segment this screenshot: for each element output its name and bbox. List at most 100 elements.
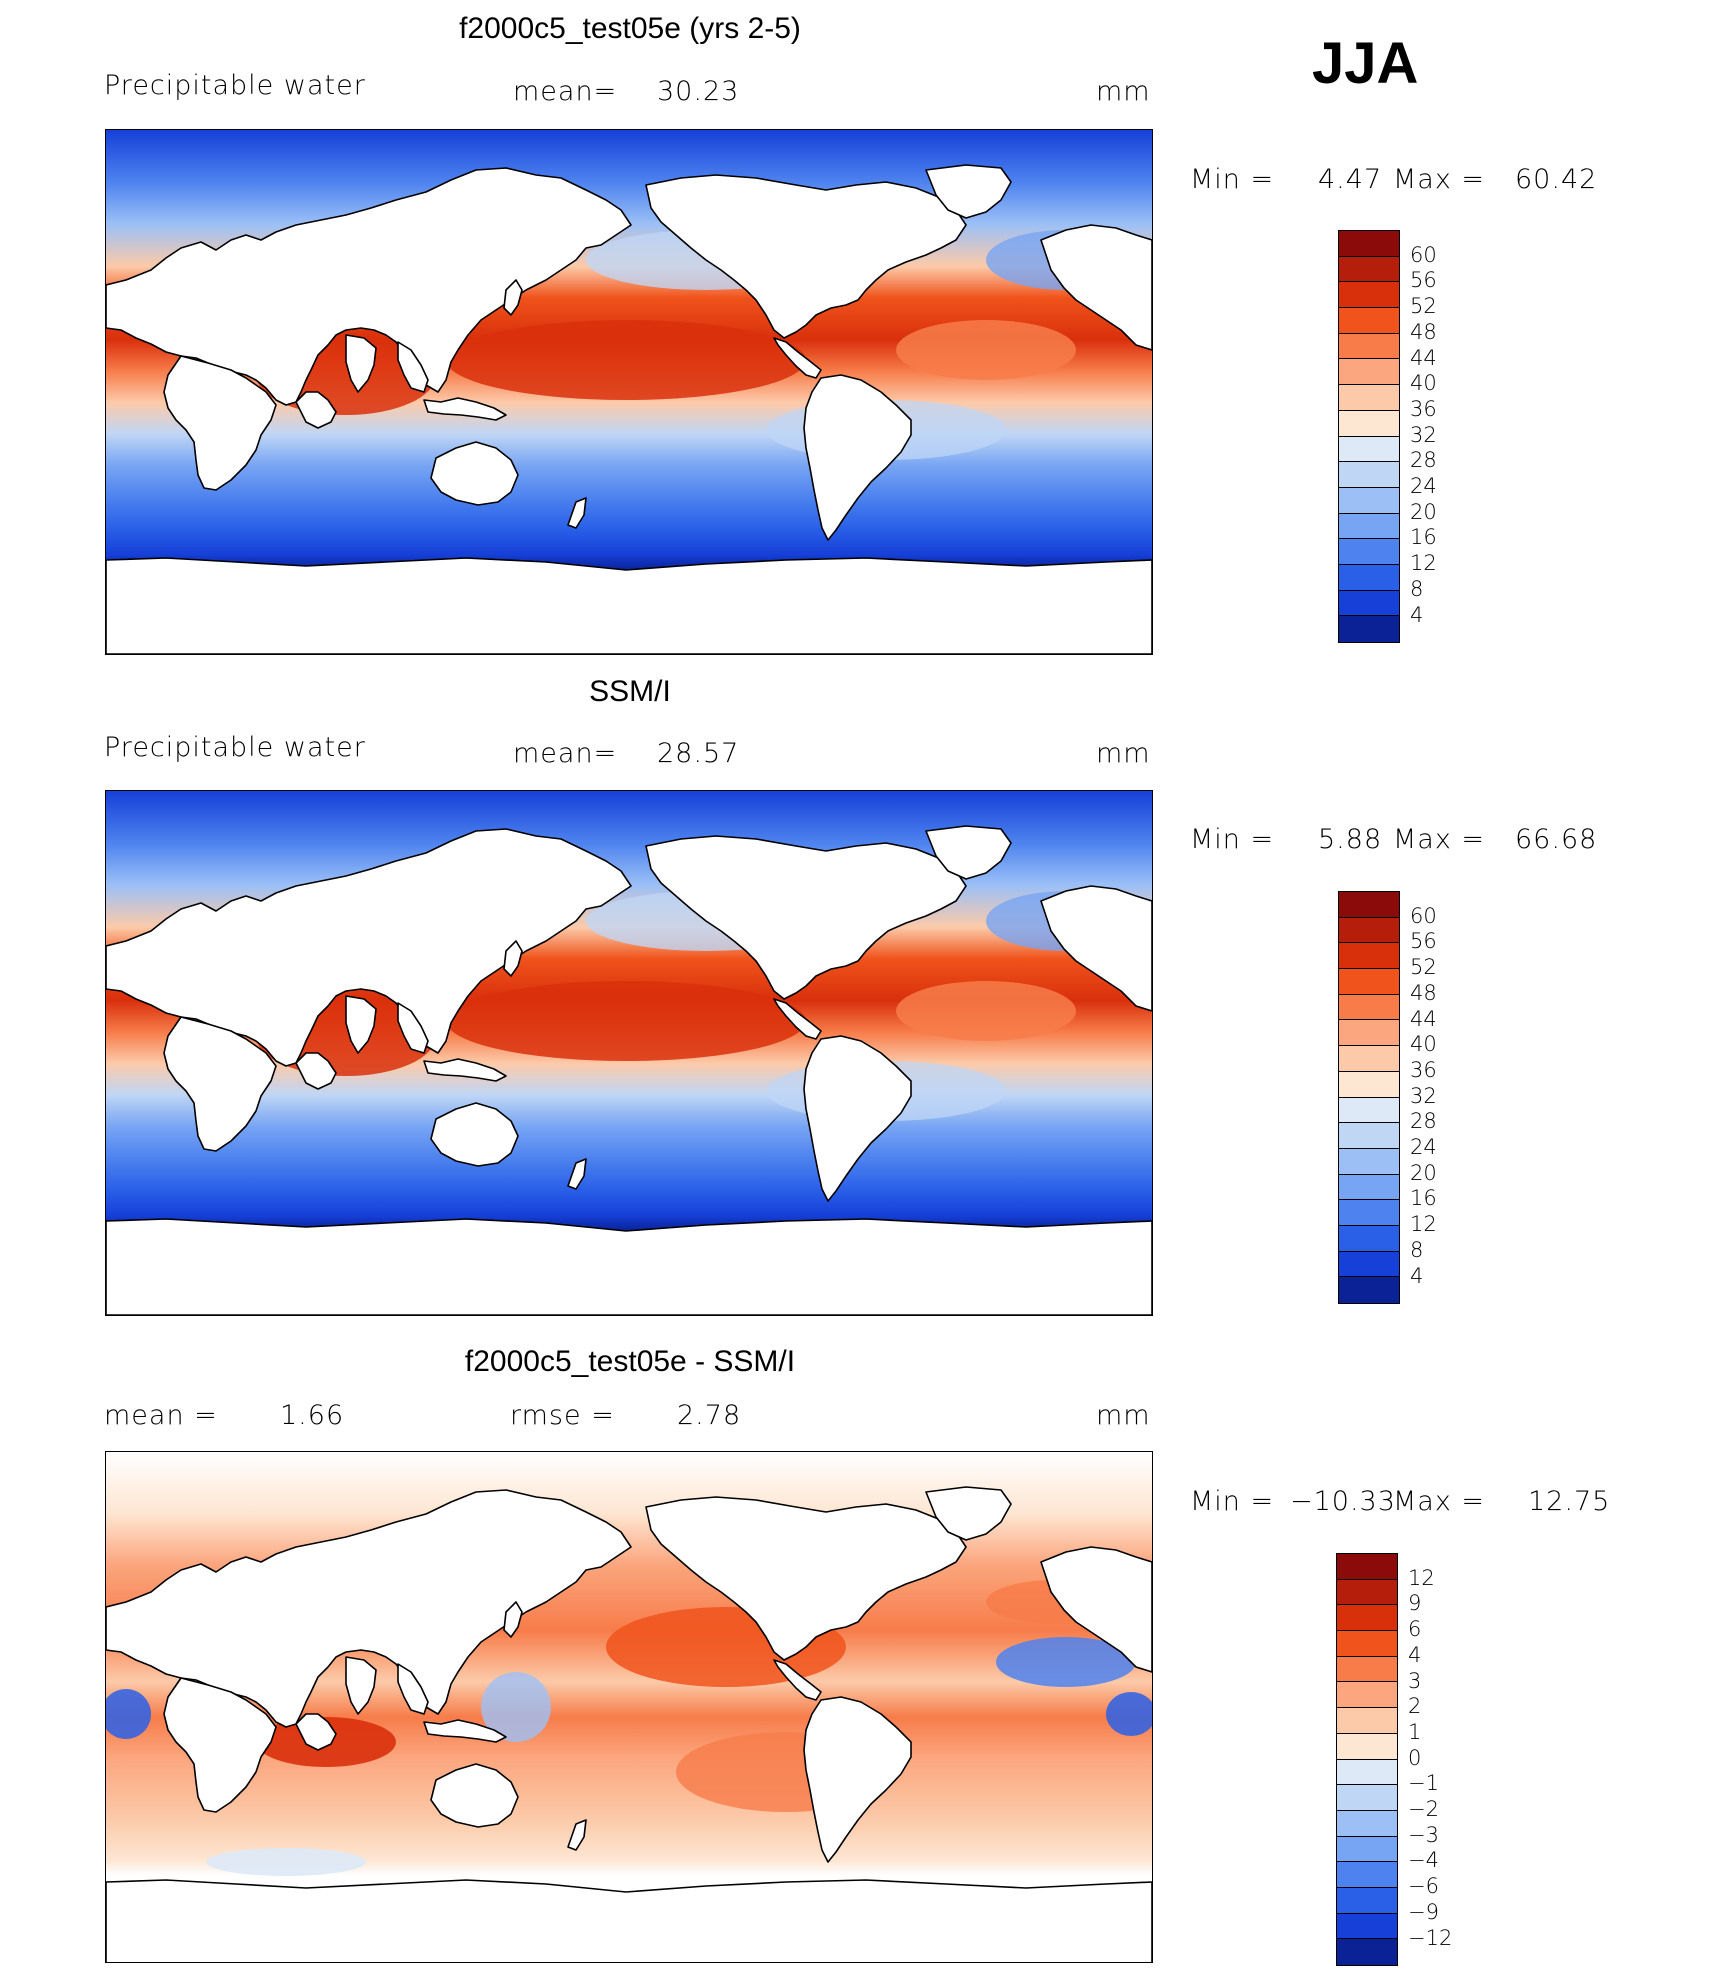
- land-nz: [567, 497, 587, 529]
- colorbar-tick-label: 28: [1410, 1109, 1437, 1134]
- land-centralAmerica: [773, 998, 822, 1040]
- panel-2-variable-label: Precipitable water: [104, 732, 366, 763]
- land-arabia: [295, 391, 337, 429]
- colorbar-tick-label: −2: [1408, 1797, 1439, 1821]
- panel-3-title: f2000c5_test05e - SSM/I: [464, 1345, 796, 1378]
- colorbar-tick-label: −3: [1408, 1822, 1439, 1847]
- colorbar-tick-label: 12: [1408, 1565, 1435, 1590]
- colorbar-swatch: [1339, 1097, 1399, 1124]
- colorbar-tick-label: 60: [1410, 903, 1437, 928]
- land-africaSouth: [163, 1016, 277, 1152]
- colorbar-tick-label: 12: [1410, 1212, 1437, 1237]
- colorbar-tick-label: 28: [1410, 448, 1437, 473]
- panel-2-min-value: 5.88: [1318, 824, 1383, 855]
- land-northAmerica: [645, 174, 967, 339]
- colorbar-tick-label: 36: [1410, 1057, 1437, 1082]
- colorbar-tick-label: 8: [1410, 576, 1424, 601]
- land-india: [345, 1656, 377, 1715]
- colorbar-swatch: [1337, 1631, 1397, 1657]
- colorbar-swatches: [1338, 891, 1400, 1305]
- colorbar-tick-label: 3: [1408, 1668, 1422, 1693]
- season-label: JJA: [1312, 31, 1419, 96]
- panel-3-mean-value: 1.66: [280, 1400, 345, 1431]
- colorbar-swatch: [1339, 1174, 1399, 1201]
- panel-2-max-label: Max =: [1393, 824, 1486, 855]
- land-india: [345, 995, 377, 1054]
- panel-3-min-value: −10.33: [1290, 1486, 1396, 1517]
- field-anomaly: [106, 1689, 151, 1739]
- colorbar-swatch: [1339, 1071, 1399, 1098]
- colorbar-swatch: [1337, 1682, 1397, 1709]
- colorbar-tick-label: 0: [1408, 1745, 1422, 1770]
- colorbar-tick-label: 16: [1410, 1186, 1437, 1211]
- colorbar-swatch: [1339, 969, 1399, 995]
- land-europeWest: [1040, 224, 1152, 351]
- land-southAmerica: [803, 1035, 912, 1202]
- colorbar-swatch: [1339, 1123, 1399, 1149]
- colorbar-swatch: [1337, 1939, 1397, 1965]
- panel-1-max-label: Max =: [1393, 164, 1486, 195]
- colorbar-swatch: [1337, 1656, 1397, 1683]
- land-indochina: [397, 1663, 429, 1715]
- land-antarctica: [106, 1218, 1152, 1315]
- land-southAmerica: [803, 374, 912, 541]
- colorbar-tick-label: 20: [1410, 499, 1437, 524]
- field-anomaly: [206, 1848, 366, 1876]
- land-europeWest: [1040, 885, 1152, 1012]
- land-greenland: [925, 825, 1012, 880]
- panel-1-map: [105, 129, 1153, 655]
- colorbar-swatch: [1337, 1708, 1397, 1734]
- land-northAmerica: [645, 1496, 967, 1661]
- colorbar-swatch: [1337, 1759, 1397, 1786]
- land-nz: [567, 1158, 587, 1190]
- field-anomaly: [446, 981, 806, 1061]
- colorbar-tick-label: −6: [1408, 1874, 1439, 1899]
- field-anomaly: [996, 1637, 1136, 1687]
- colorbar-swatch: [1339, 359, 1399, 386]
- land-africaEurasia: [106, 828, 632, 1067]
- land-australia: [430, 1763, 519, 1828]
- land-australia: [430, 1102, 519, 1167]
- colorbar-swatch: [1339, 994, 1399, 1021]
- land-arabia: [295, 1713, 337, 1751]
- panel-1-mean-value: 30.23: [657, 76, 740, 107]
- land-arabia: [295, 1052, 337, 1090]
- panel-2-title: SSM/I: [589, 675, 671, 708]
- colorbar-swatch: [1339, 513, 1399, 540]
- panel-2-units: mm: [1096, 738, 1151, 769]
- land-africaSouth: [163, 1677, 277, 1813]
- land-australia: [430, 441, 519, 506]
- colorbar-swatch: [1339, 436, 1399, 463]
- land-greenland: [925, 164, 1012, 219]
- colorbar-swatch: [1339, 1020, 1399, 1047]
- colorbar-swatches: [1338, 230, 1400, 644]
- colorbar-swatch: [1339, 385, 1399, 411]
- colorbar-tick-label: 20: [1410, 1160, 1437, 1185]
- land-indonesia: [423, 397, 507, 421]
- colorbar-swatch: [1337, 1887, 1397, 1914]
- colorbar-swatch: [1339, 616, 1399, 642]
- colorbar-tick-label: 1: [1408, 1719, 1422, 1744]
- land-northAmerica: [645, 835, 967, 1000]
- panel-3-min-label: Min =: [1190, 1486, 1275, 1517]
- field-anomaly: [1106, 1692, 1152, 1736]
- land-centralAmerica: [773, 1659, 822, 1701]
- colorbar-swatch: [1337, 1913, 1397, 1940]
- colorbar-swatch: [1339, 539, 1399, 565]
- panel-3-rmse-value: 2.78: [677, 1400, 742, 1431]
- colorbar-tick-label: 24: [1410, 1135, 1437, 1159]
- colorbar-tick-label: 48: [1410, 319, 1437, 344]
- land-japan: [503, 940, 523, 977]
- colorbar-tick-label: 6: [1408, 1617, 1422, 1642]
- colorbar-swatch: [1339, 256, 1399, 283]
- land-indonesia: [423, 1719, 507, 1743]
- panel-2-mean-value: 28.57: [657, 738, 740, 769]
- colorbar-tick-label: 4: [1408, 1642, 1422, 1667]
- land-greenland: [925, 1486, 1012, 1541]
- colorbar-swatch: [1339, 943, 1399, 970]
- colorbar-tick-label: −1: [1408, 1771, 1439, 1796]
- colorbar-swatch: [1337, 1733, 1397, 1760]
- panel-3-rmse-label: rmse =: [510, 1400, 615, 1431]
- panel-3-map: [105, 1451, 1153, 1963]
- colorbar-swatch: [1339, 892, 1399, 918]
